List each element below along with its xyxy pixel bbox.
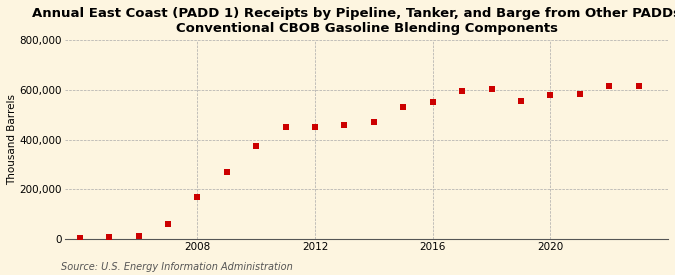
Text: Source: U.S. Energy Information Administration: Source: U.S. Energy Information Administ… [61, 262, 292, 272]
Point [310, 125, 321, 129]
Point [427, 100, 438, 104]
Point [516, 99, 526, 103]
Y-axis label: Thousand Barrels: Thousand Barrels [7, 94, 17, 185]
Point [604, 84, 615, 88]
Point [74, 236, 85, 240]
Point [251, 144, 262, 148]
Title: Annual East Coast (PADD 1) Receipts by Pipeline, Tanker, and Barge from Other PA: Annual East Coast (PADD 1) Receipts by P… [32, 7, 675, 35]
Point [280, 125, 291, 129]
Point [633, 84, 644, 88]
Point [163, 222, 173, 226]
Point [133, 234, 144, 238]
Point [192, 194, 202, 199]
Point [457, 89, 468, 93]
Point [221, 170, 232, 174]
Point [369, 120, 379, 124]
Point [574, 91, 585, 96]
Point [486, 86, 497, 91]
Point [104, 235, 115, 239]
Point [545, 93, 556, 97]
Point [339, 122, 350, 127]
Point [398, 105, 408, 109]
